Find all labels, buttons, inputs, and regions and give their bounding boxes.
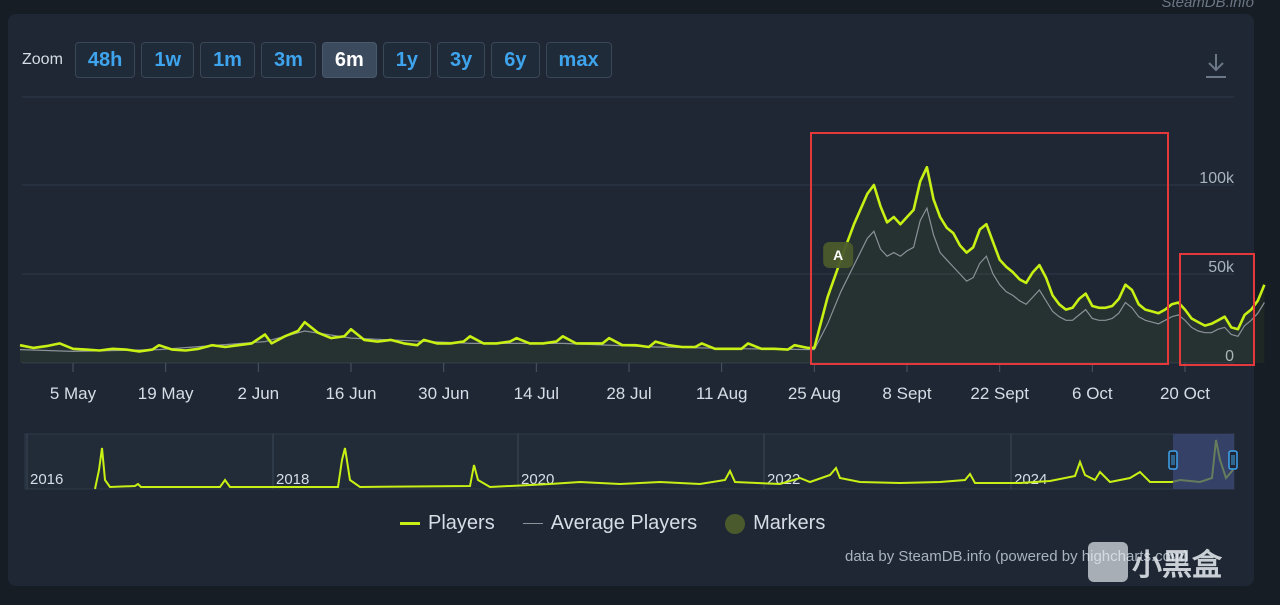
y-tick-label: 0 bbox=[1225, 348, 1234, 365]
y-axis: 0 50k 100k bbox=[1199, 170, 1235, 365]
series-area bbox=[19, 165, 1266, 363]
highlight-box-recent bbox=[1179, 253, 1255, 366]
markers-swatch bbox=[725, 513, 746, 534]
zoom-label: Zoom bbox=[22, 51, 63, 68]
x-tick-label: 8 Sept bbox=[882, 384, 931, 403]
legend-players-label: Players bbox=[428, 512, 495, 534]
x-tick-label: 5 May bbox=[50, 384, 97, 403]
legend-players[interactable]: Players bbox=[400, 512, 495, 535]
x-tick-label: 30 Jun bbox=[418, 384, 469, 403]
legend-average-players[interactable]: Average Players bbox=[522, 512, 698, 535]
zoom-1w-button[interactable]: 1w bbox=[141, 42, 195, 78]
marker-a[interactable]: A bbox=[823, 242, 854, 268]
zoom-48h-button[interactable]: 48h bbox=[74, 42, 136, 78]
markers: A bbox=[823, 242, 854, 268]
marker-badge bbox=[823, 242, 854, 268]
x-tick-label: 22 Sept bbox=[970, 384, 1029, 403]
highlight-box-launch bbox=[810, 132, 1169, 365]
highlight-boxes bbox=[810, 132, 1255, 366]
navigator-background bbox=[24, 433, 1235, 490]
x-tick-label: 16 Jun bbox=[325, 384, 376, 403]
handle-grip bbox=[1228, 450, 1238, 470]
x-tick-label: 2 Jun bbox=[238, 384, 280, 403]
x-axis: 5 May 19 May 2 Jun 16 Jun 30 Jun 14 Jul 28 Jul… bbox=[50, 363, 1210, 403]
x-tick-label: 19 May bbox=[138, 384, 194, 403]
navigator-handle-right[interactable] bbox=[1228, 450, 1238, 470]
zoom-max-button[interactable]: max bbox=[545, 42, 612, 78]
navigator-year-label: 2024 bbox=[1014, 471, 1047, 488]
steamdb-watermark: SteamDB.info bbox=[1161, 0, 1254, 11]
legend-average-label: Average Players bbox=[550, 512, 698, 534]
legend-markers[interactable]: Markers bbox=[725, 512, 825, 535]
navigator-year-label: 2018 bbox=[276, 471, 309, 488]
x-tick-label: 20 Oct bbox=[1160, 384, 1210, 403]
legend-markers-label: Markers bbox=[753, 512, 826, 534]
xiaoheihe-watermark: 小黑盒 bbox=[1088, 540, 1222, 584]
zoom-3y-button[interactable]: 3y bbox=[437, 42, 486, 78]
navigator-selection[interactable] bbox=[1173, 434, 1234, 489]
average-swatch bbox=[522, 523, 543, 524]
x-tick-label: 25 Aug bbox=[788, 384, 841, 403]
players-area bbox=[20, 167, 1265, 363]
x-tick-label: 6 Oct bbox=[1072, 384, 1113, 403]
average-players-line bbox=[19, 206, 1265, 353]
players-swatch bbox=[400, 522, 420, 525]
navigator-series bbox=[94, 439, 1234, 490]
marker-label: A bbox=[833, 247, 843, 263]
chart-card: Zoom 48h 1w 1m 3m 6m 1y 3y 6y max bbox=[8, 14, 1254, 586]
x-tick-label: 28 Jul bbox=[606, 384, 651, 403]
xiaoheihe-logo-icon bbox=[1088, 542, 1128, 582]
handle-grip bbox=[1168, 450, 1178, 470]
x-tick-label: 14 Jul bbox=[514, 384, 559, 403]
zoom-1m-button[interactable]: 1m bbox=[200, 42, 255, 78]
zoom-1y-button[interactable]: 1y bbox=[382, 42, 432, 78]
download-icon[interactable] bbox=[1204, 52, 1228, 80]
zoom-6m-button[interactable]: 6m bbox=[321, 42, 377, 78]
players-line bbox=[19, 165, 1266, 353]
y-tick-label: 50k bbox=[1208, 259, 1235, 276]
navigator-year-label: 2016 bbox=[30, 471, 63, 488]
navigator[interactable]: 2016 2018 2020 2022 2024 bbox=[24, 433, 1238, 490]
xiaoheihe-text: 小黑盒 bbox=[1132, 549, 1222, 582]
navigator-handle-left[interactable] bbox=[1168, 450, 1178, 470]
legend: Players Average Players Markers bbox=[400, 512, 825, 535]
zoom-6y-button[interactable]: 6y bbox=[491, 42, 540, 78]
zoom-3m-button[interactable]: 3m bbox=[260, 42, 316, 78]
zoom-toolbar: Zoom 48h 1w 1m 3m 6m 1y 3y 6y max bbox=[22, 41, 612, 79]
y-tick-label: 100k bbox=[1199, 170, 1235, 187]
x-tick-label: 11 Aug bbox=[696, 384, 748, 403]
